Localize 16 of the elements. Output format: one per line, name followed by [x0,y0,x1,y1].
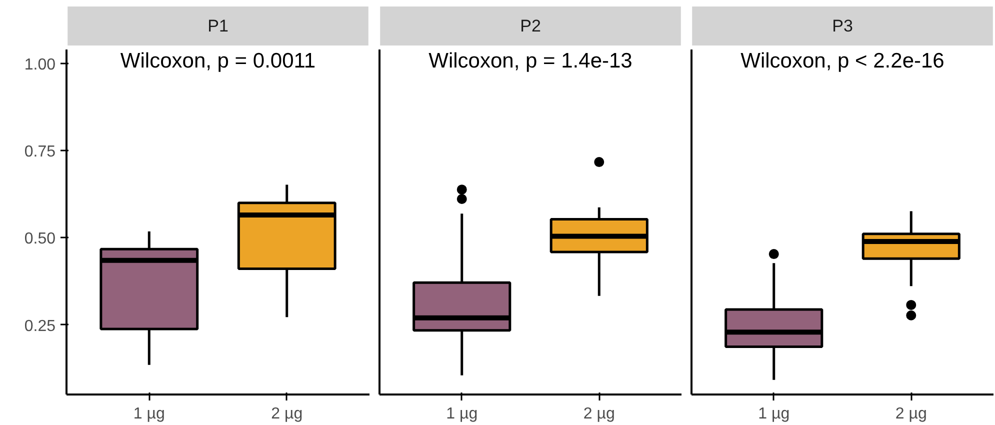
chart-title: P2 [520,16,541,36]
annotation: Wilcoxon, p = 0.0011 [120,50,316,72]
y-tick-label: 1.00 [24,56,56,74]
x-tick-label: 1 µg [446,406,478,422]
chart-title: P3 [832,16,853,36]
x-tick-label: 2 µg [583,406,615,422]
x-tick-label: 1 µg [133,406,165,422]
chart-title: P1 [208,16,228,36]
y-tick-label: 0.50 [24,230,56,248]
annotation: Wilcoxon, p = 1.4e-13 [428,50,632,72]
y-tick-label: 0.25 [24,318,56,335]
x-tick-label: 2 µg [895,406,927,422]
y-tick-label: 0.75 [24,144,56,161]
annotation: Wilcoxon, p < 2.2e-16 [740,50,944,72]
x-tick-label: 1 µg [758,406,790,422]
x-tick-label: 2 µg [271,406,303,422]
